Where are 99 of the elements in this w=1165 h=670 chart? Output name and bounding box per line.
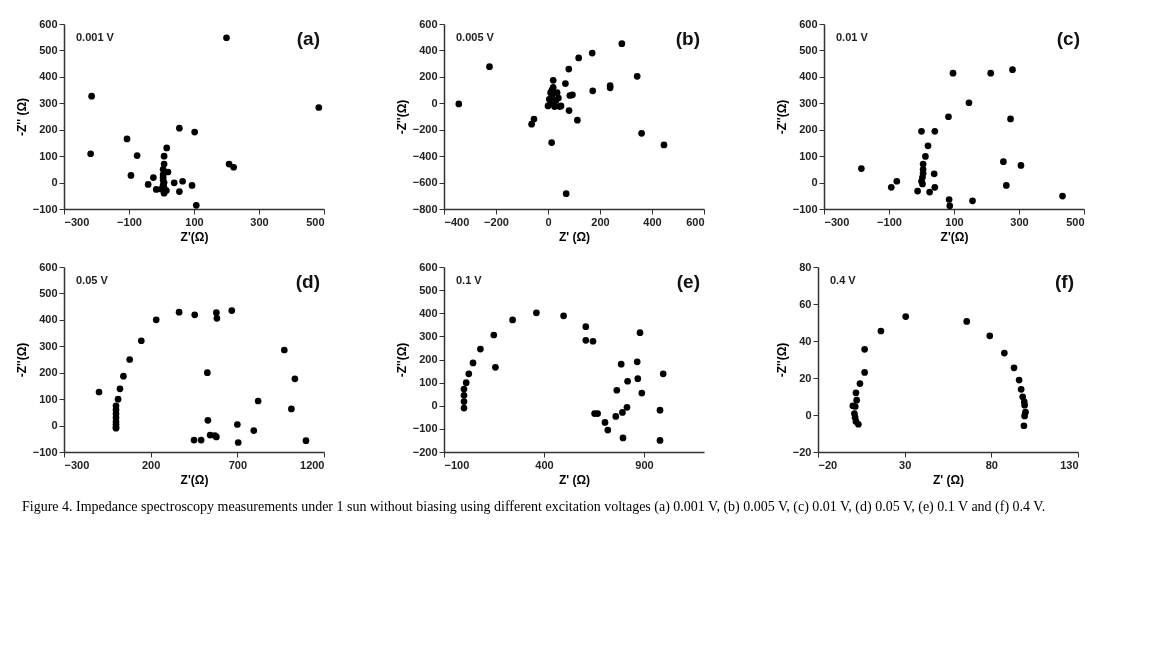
y-tick-label: −100 bbox=[792, 202, 818, 215]
y-tick-label: −200 bbox=[412, 123, 438, 136]
y-tick-label: −800 bbox=[412, 202, 438, 215]
x-axis-title: Z' (Ω) bbox=[558, 229, 591, 244]
annotation: 0.01 V bbox=[836, 31, 869, 43]
y-tick-label: 200 bbox=[39, 366, 58, 379]
y-tick-label: 200 bbox=[799, 123, 818, 136]
annotation: (c) bbox=[1056, 28, 1080, 49]
x-tick-label: 0 bbox=[545, 215, 552, 228]
y-axis-title: -Z'' (Ω) bbox=[14, 98, 29, 136]
x-tick-label: 200 bbox=[591, 215, 610, 228]
x-tick-label: 100 bbox=[945, 215, 964, 228]
x-tick-label: −300 bbox=[824, 215, 850, 228]
y-tick-label: 200 bbox=[419, 70, 438, 83]
x-tick-label: 80 bbox=[985, 458, 998, 471]
y-tick-label: 60 bbox=[799, 297, 812, 310]
y-tick-label: 500 bbox=[799, 43, 818, 56]
annotation: 0.001 V bbox=[76, 31, 115, 43]
y-tick-label: 0 bbox=[431, 399, 438, 412]
x-tick-label: −300 bbox=[64, 458, 90, 471]
y-tick-label: 100 bbox=[39, 392, 58, 405]
y-tick-label: 100 bbox=[419, 376, 438, 389]
annotation: (b) bbox=[675, 28, 700, 49]
y-tick-label: 300 bbox=[39, 96, 58, 109]
caption: Figure 4. Impedance spectroscopy measurements under 1 sun without biasing using different excitation voltages (a) 0.001 V, (b) 0.005 V, (c) 0.01 V, (d) 0.05 V, (e) 0.1 V and (f) 0.4 V. bbox=[22, 498, 1047, 516]
y-tick-label: 400 bbox=[39, 70, 58, 83]
y-axis-title: -Z''(Ω) bbox=[774, 99, 789, 135]
y-axis-title: -Z''(Ω) bbox=[14, 342, 29, 378]
x-axis-title: Z' (Ω) bbox=[932, 472, 965, 487]
annotation: 0.4 V bbox=[830, 274, 857, 286]
x-tick-label: 400 bbox=[643, 215, 662, 228]
x-axis-title: Z' (Ω) bbox=[558, 472, 591, 487]
x-tick-label: 500 bbox=[306, 215, 325, 228]
x-axis-title: Z'(Ω) bbox=[940, 229, 969, 244]
y-tick-label: 0 bbox=[51, 176, 58, 189]
y-tick-label: −200 bbox=[412, 445, 438, 458]
y-tick-label: 100 bbox=[799, 149, 818, 162]
y-tick-label: 400 bbox=[39, 313, 58, 326]
x-tick-label: −100 bbox=[444, 458, 470, 471]
x-tick-label: 900 bbox=[635, 458, 654, 471]
x-axis-title: Z'(Ω) bbox=[180, 229, 209, 244]
annotation: (e) bbox=[676, 271, 700, 292]
y-tick-label: 300 bbox=[799, 96, 818, 109]
x-tick-label: 1200 bbox=[300, 458, 325, 471]
annotation: (d) bbox=[295, 271, 320, 292]
y-axis-title: -Z''(Ω) bbox=[774, 342, 789, 378]
x-tick-label: 100 bbox=[185, 215, 204, 228]
y-tick-label: −100 bbox=[412, 422, 438, 435]
y-tick-label: 0 bbox=[805, 408, 812, 421]
x-tick-label: 400 bbox=[535, 458, 554, 471]
y-tick-label: 400 bbox=[419, 306, 438, 319]
x-tick-label: −100 bbox=[117, 215, 142, 228]
y-tick-label: 80 bbox=[799, 260, 812, 273]
y-tick-label: 0 bbox=[51, 419, 58, 432]
y-tick-label: 0 bbox=[431, 96, 438, 109]
y-axis-title: -Z''(Ω) bbox=[394, 99, 409, 135]
x-tick-label: 30 bbox=[899, 458, 912, 471]
x-tick-label: −20 bbox=[818, 458, 838, 471]
x-tick-label: 200 bbox=[141, 458, 161, 471]
x-tick-label: 700 bbox=[228, 458, 248, 471]
annotation: 0.005 V bbox=[456, 31, 495, 43]
x-tick-label: −100 bbox=[877, 215, 902, 228]
annotation: (a) bbox=[296, 28, 320, 49]
x-tick-label: −400 bbox=[444, 215, 470, 228]
y-tick-label: 200 bbox=[419, 353, 438, 365]
y-tick-label: 300 bbox=[419, 329, 438, 342]
x-tick-label: 500 bbox=[1066, 215, 1085, 228]
y-tick-label: 500 bbox=[419, 283, 438, 296]
y-tick-label: 40 bbox=[799, 334, 812, 347]
y-tick-label: 300 bbox=[39, 339, 58, 352]
y-tick-label: 400 bbox=[419, 43, 438, 56]
annotation: 0.1 V bbox=[456, 274, 483, 286]
y-tick-label: 20 bbox=[799, 371, 812, 384]
y-tick-label: 600 bbox=[39, 260, 58, 273]
x-tick-label: 600 bbox=[686, 215, 705, 228]
y-tick-label: −400 bbox=[412, 149, 438, 162]
x-tick-label: 300 bbox=[1010, 215, 1029, 228]
y-tick-label: 600 bbox=[419, 260, 438, 273]
x-tick-label: 130 bbox=[1060, 458, 1079, 471]
y-tick-label: −100 bbox=[32, 445, 58, 458]
y-tick-label: −20 bbox=[792, 445, 812, 458]
x-tick-label: −200 bbox=[484, 215, 509, 228]
annotation: 0.05 V bbox=[76, 274, 109, 286]
y-tick-label: 200 bbox=[39, 123, 58, 136]
y-tick-label: 600 bbox=[799, 17, 818, 30]
y-tick-label: 500 bbox=[39, 43, 58, 56]
y-tick-label: 400 bbox=[799, 70, 818, 83]
y-axis-title: -Z''(Ω) bbox=[394, 342, 409, 378]
x-tick-label: 300 bbox=[250, 215, 269, 228]
x-axis-title: Z'(Ω) bbox=[180, 472, 209, 487]
y-tick-label: −100 bbox=[32, 202, 58, 215]
y-tick-label: 500 bbox=[39, 286, 58, 299]
y-tick-label: 600 bbox=[39, 17, 58, 30]
y-tick-label: 0 bbox=[811, 176, 818, 189]
y-tick-label: 600 bbox=[419, 17, 438, 30]
x-tick-label: −300 bbox=[64, 215, 90, 228]
y-tick-label: 100 bbox=[39, 149, 58, 162]
annotation: (f) bbox=[1055, 271, 1074, 292]
y-tick-label: −600 bbox=[412, 176, 438, 189]
